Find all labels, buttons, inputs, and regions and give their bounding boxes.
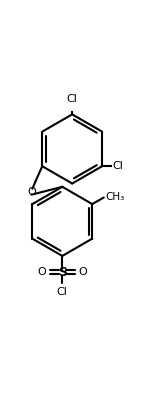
Text: Cl: Cl bbox=[67, 94, 78, 105]
Text: O: O bbox=[27, 187, 36, 197]
Text: Cl: Cl bbox=[112, 161, 123, 171]
Text: Cl: Cl bbox=[57, 287, 68, 297]
Text: CH₃: CH₃ bbox=[105, 192, 125, 202]
Text: O: O bbox=[38, 267, 46, 277]
Text: S: S bbox=[58, 266, 67, 279]
Text: O: O bbox=[78, 267, 87, 277]
